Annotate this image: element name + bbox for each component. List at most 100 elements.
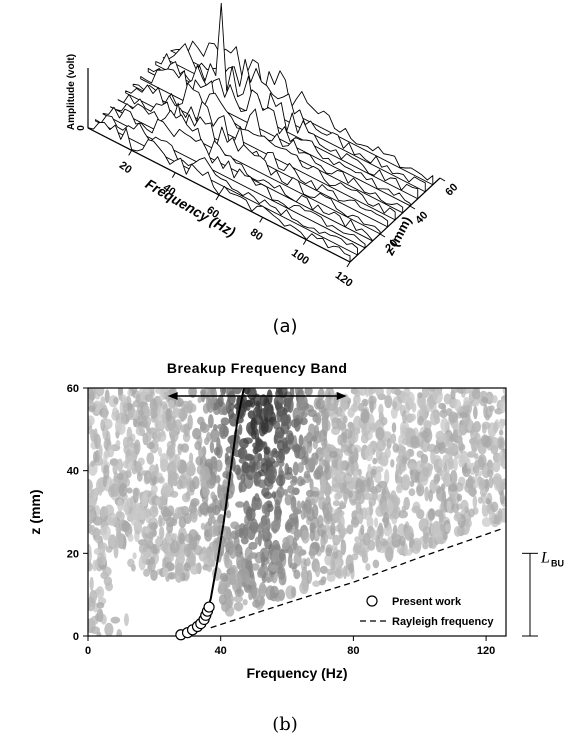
x-tick <box>171 172 176 178</box>
density-cell <box>150 484 158 494</box>
density-cell <box>118 483 128 497</box>
density-cell <box>194 440 202 451</box>
density-cell <box>343 472 353 485</box>
density-map <box>88 388 506 636</box>
density-cell <box>167 399 175 409</box>
density-cell <box>233 595 244 603</box>
density-cell <box>489 436 500 450</box>
density-cell <box>439 537 444 545</box>
x-tick-label: 20 <box>117 159 134 176</box>
density-cell <box>265 585 275 601</box>
density-cell <box>113 475 118 483</box>
density-cell <box>428 489 433 502</box>
density-cell <box>331 551 336 559</box>
density-cell <box>452 457 458 472</box>
panel-label: (a) <box>272 316 297 337</box>
density-cell <box>490 501 499 513</box>
density-cell <box>89 576 94 591</box>
density-cell <box>330 522 336 536</box>
density-cell <box>153 429 162 443</box>
z-tick <box>439 177 446 182</box>
density-cell <box>367 463 372 477</box>
density-cell <box>195 534 201 541</box>
density-cell <box>444 523 451 533</box>
density-cell <box>107 445 115 458</box>
density-cell <box>155 497 161 506</box>
legend-label: Present work <box>392 596 462 608</box>
density-cell <box>458 454 466 468</box>
density-cell <box>173 454 181 468</box>
density-cell <box>342 415 348 424</box>
density-cell <box>467 508 475 518</box>
density-cell <box>331 417 339 430</box>
density-cell <box>442 490 447 503</box>
density-cell <box>359 550 368 558</box>
density-cell <box>283 489 289 496</box>
density-cell <box>376 439 386 452</box>
density-cell <box>458 424 468 435</box>
density-cell <box>96 631 102 636</box>
density-cell <box>293 569 301 580</box>
density-cell <box>497 507 503 521</box>
density-cell <box>353 470 359 479</box>
density-cell <box>136 472 143 482</box>
density-cell <box>108 485 115 498</box>
density-cell <box>453 399 462 412</box>
density-cell <box>263 526 269 538</box>
density-cell <box>218 580 225 594</box>
density-cell <box>90 460 96 467</box>
density-cell <box>300 411 308 418</box>
density-cell <box>259 596 266 606</box>
density-cell <box>347 407 355 418</box>
x-tick-label: 40 <box>215 645 227 657</box>
density-cell <box>206 506 215 514</box>
density-cell <box>416 483 425 497</box>
density-cell <box>465 478 476 486</box>
x-tick <box>128 150 133 156</box>
density-cell <box>303 435 311 443</box>
density-cell <box>500 453 506 470</box>
density-cell <box>375 427 385 441</box>
density-cell <box>481 421 491 430</box>
density-cell <box>325 547 333 557</box>
density-cell <box>368 497 377 507</box>
z-tick-label: 60 <box>443 181 460 198</box>
density-cell <box>208 525 219 537</box>
density-cell <box>165 408 172 422</box>
density-cell <box>314 416 322 423</box>
density-cell <box>248 541 258 550</box>
density-cell <box>299 479 306 486</box>
density-cell <box>278 549 286 562</box>
density-cell <box>420 462 426 469</box>
amp-tick-label: 0 <box>76 125 87 131</box>
density-cell <box>384 394 393 409</box>
density-cell <box>169 540 180 554</box>
density-cell <box>441 403 447 415</box>
density-cell <box>417 415 424 426</box>
density-cell <box>323 533 329 545</box>
density-cell <box>103 450 108 466</box>
density-cell <box>224 452 229 462</box>
density-cell <box>292 461 299 476</box>
density-cell <box>161 542 172 554</box>
legend-label: Rayleigh frequency <box>392 616 494 628</box>
density-cell <box>396 545 406 555</box>
density-cell <box>375 448 383 461</box>
density-cell <box>360 408 370 424</box>
density-cell <box>88 524 96 536</box>
density-cell <box>432 388 443 404</box>
density-cell <box>88 492 94 499</box>
density-cell <box>320 431 325 446</box>
density-cell <box>133 409 139 420</box>
density-cell <box>479 487 488 497</box>
density-cell <box>95 477 105 493</box>
density-cell <box>221 388 227 395</box>
density-cell <box>209 440 215 453</box>
density-cell <box>395 469 403 476</box>
density-cell <box>317 388 325 400</box>
density-cell <box>332 534 341 546</box>
density-cell <box>88 549 92 563</box>
density-cell <box>122 402 128 414</box>
density-cell <box>411 402 417 413</box>
density-cell <box>304 388 313 396</box>
